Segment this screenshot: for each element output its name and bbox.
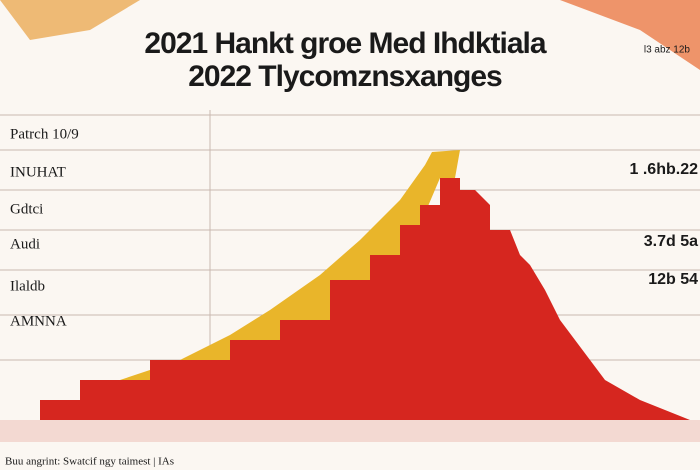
decoration xyxy=(560,0,700,70)
row-label: INUHAT xyxy=(10,164,66,180)
value-label: 3.7d 5a xyxy=(644,233,698,250)
right-labels: 1 .6hb.22 3.7d 5a 12b 54 xyxy=(630,161,699,288)
footer: Buu angrint: Swatcif ngy taimest | IAs xyxy=(5,456,174,468)
value-label: 12b 54 xyxy=(648,271,698,288)
corner-note: l3 abz 12b xyxy=(644,45,691,56)
value-label: 1 .6hb.22 xyxy=(630,161,699,178)
base-band xyxy=(0,420,700,442)
row-label: Patrch 10/9 xyxy=(10,126,79,142)
yellow-steps xyxy=(80,150,460,400)
row-label: AMNNA xyxy=(10,313,67,329)
row-label: Gdtci xyxy=(10,201,43,217)
subtitle: 2022 Tlycomznsxanges xyxy=(188,60,502,93)
row-label: Audi xyxy=(10,236,40,252)
left-labels: Patrch 10/9 INUHAT Gdtci Audi Ilaldb AMNNA xyxy=(10,126,79,329)
red-steps xyxy=(10,178,690,420)
title: 2021 Hankt groe Med Ihdktiala xyxy=(144,27,546,60)
decoration xyxy=(0,0,140,40)
row-label: Ilaldb xyxy=(10,278,45,294)
